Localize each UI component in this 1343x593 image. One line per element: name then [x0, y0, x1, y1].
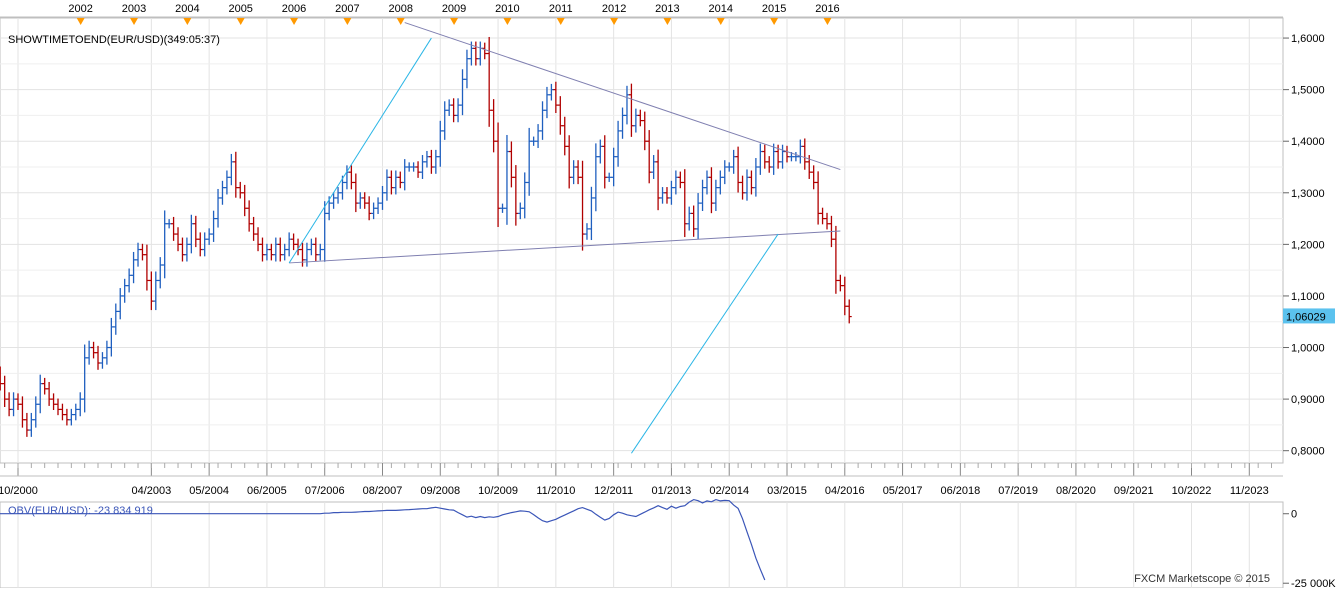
chart-title: SHOWTIMETOEND(EUR/USD)(349:05:37)	[8, 34, 220, 46]
x-tick-label: 11/2010	[536, 485, 575, 497]
x-tick-label: 11/2023	[1230, 485, 1269, 497]
x-tick-label: 08/2020	[1056, 485, 1096, 497]
year-marker	[236, 18, 245, 25]
obv-line	[0, 498, 766, 581]
x-tick-label: 02/2014	[709, 485, 749, 497]
x-tick-label: 09/2008	[420, 485, 460, 497]
year-marker	[290, 18, 299, 25]
top-year-label: 2011	[549, 3, 573, 15]
x-tick-label: 08/2007	[363, 485, 403, 497]
year-marker	[610, 18, 619, 25]
year-marker	[556, 18, 565, 25]
x-tick-label: 05/2004	[189, 485, 229, 497]
top-year-label: 2008	[388, 3, 412, 15]
obv-panel	[0, 501, 1284, 589]
obv-title: OBV(EUR/USD): -23 834 919	[8, 505, 153, 517]
x-tick-label: 10/2000	[0, 485, 38, 497]
x-tick-label: 10/2022	[1172, 485, 1212, 497]
top-year-axis: 2002 2003 2004 2005 2006 2007 2008 2009 2010 2011…	[0, 3, 1283, 25]
year-marker	[663, 18, 672, 25]
top-year-label: 2012	[602, 3, 626, 15]
y-axis: 1,6000 1,5000 1,4000 1,3000 1,2000 1,1000 1,00…	[1283, 33, 1325, 458]
top-year-label: 2007	[335, 3, 359, 15]
year-marker	[130, 18, 139, 25]
x-tick-label: 10/2009	[478, 485, 518, 497]
y-tick-label: 1,3000	[1291, 188, 1325, 200]
obv-y-tick-label: -25 000K	[1291, 578, 1336, 588]
year-marker	[76, 18, 85, 25]
grid	[0, 18, 1283, 588]
top-year-label: 2002	[68, 3, 92, 15]
trendline	[404, 22, 841, 171]
top-year-label: 2006	[282, 3, 306, 15]
trendlines	[288, 22, 841, 454]
top-year-label: 2010	[495, 3, 519, 15]
price-panel	[0, 17, 1284, 464]
x-tick-label: 07/2006	[305, 485, 345, 497]
top-year-label: 2004	[175, 3, 199, 15]
obv-axis: 0 -25 000K	[1283, 509, 1336, 590]
y-tick-label: 1,4000	[1291, 136, 1325, 148]
x-tick-label: 01/2013	[652, 485, 692, 497]
top-year-label: 2015	[762, 3, 786, 15]
y-tick-label: 1,0000	[1291, 343, 1325, 355]
y-tick-label: 1,2000	[1291, 239, 1325, 251]
year-marker	[770, 18, 779, 25]
top-year-label: 2016	[815, 3, 839, 15]
top-year-label: 2005	[228, 3, 252, 15]
x-tick-label: 04/2016	[825, 485, 865, 497]
y-tick-label: 1,1000	[1291, 291, 1325, 303]
top-year-label: 2014	[709, 3, 733, 15]
year-marker	[823, 18, 832, 25]
y-tick-label: 0,9000	[1291, 394, 1325, 406]
year-marker	[396, 18, 405, 25]
trendline	[631, 233, 779, 454]
x-tick-label: 12/2011	[594, 485, 633, 497]
x-tick-label: 05/2017	[883, 485, 923, 497]
x-tick-label: 04/2003	[131, 485, 171, 497]
footer-credit: FXCM Marketscope © 2015	[1134, 573, 1270, 585]
top-year-label: 2013	[655, 3, 679, 15]
year-marker	[716, 18, 725, 25]
year-marker	[503, 18, 512, 25]
top-year-label: 2003	[122, 3, 146, 15]
x-tick-label: 07/2019	[998, 485, 1038, 497]
top-year-label: 2009	[442, 3, 466, 15]
price-bars	[0, 36, 852, 437]
x-tick-label: 06/2005	[247, 485, 287, 497]
x-tick-label: 09/2021	[1114, 485, 1154, 497]
trendline	[289, 230, 841, 264]
x-axis: 10/2000 04/2003 05/2004 06/2005 07/2006 08/20…	[0, 463, 1283, 497]
x-tick-label: 06/2018	[940, 485, 980, 497]
x-tick-label: 03/2015	[767, 485, 807, 497]
obv-y-tick-label: 0	[1291, 509, 1297, 521]
last-price-label: 1,06029	[1286, 311, 1326, 323]
obv-series	[0, 498, 766, 581]
y-tick-label: 1,5000	[1291, 85, 1325, 97]
trendline	[288, 37, 432, 264]
last-price-badge: 1,06029	[1283, 308, 1335, 324]
y-tick-label: 1,6000	[1291, 33, 1325, 45]
year-marker	[450, 18, 459, 25]
y-tick-label: 0,8000	[1291, 446, 1325, 458]
year-marker	[343, 18, 352, 25]
year-marker	[183, 18, 192, 25]
